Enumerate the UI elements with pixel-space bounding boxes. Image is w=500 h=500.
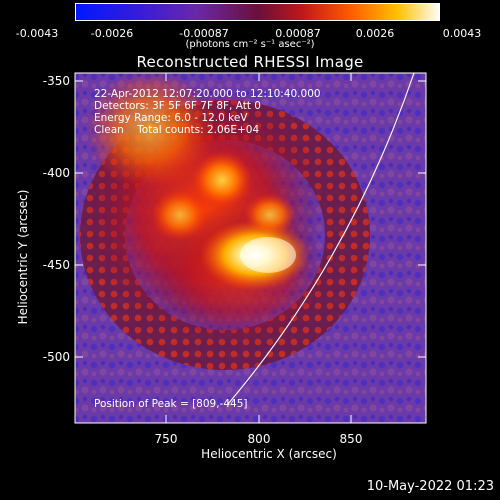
colorbar-tick: -0.0026: [90, 27, 134, 40]
x-axis-label: Heliocentric X (arcsec): [201, 447, 337, 461]
y-tick-label: -350: [42, 74, 70, 88]
colorbar: [75, 3, 440, 21]
y-axis-label: Heliocentric Y (arcsec): [16, 189, 30, 325]
annotation-clean: Clean Total counts: 2.06E+04: [94, 124, 260, 136]
colorbar-tick: 0.00087: [275, 27, 321, 40]
colorbar-tick: 0.0043: [442, 27, 482, 40]
footer-date: 10-May-2022 01:23: [366, 479, 494, 494]
annotation-time: 22-Apr-2012 12:07:20.000 to 12:10:40.000: [94, 88, 321, 100]
annotation-detectors: Detectors: 3F 5F 6F 7F 8F, Att 0: [94, 100, 261, 112]
x-axis-ticks: [165, 73, 352, 423]
colorbar-tick: -0.00087: [179, 27, 229, 40]
annotation-energy: Energy Range: 6.0 - 12.0 keV: [94, 112, 248, 124]
annotation-peak: Position of Peak = [809,-445]: [94, 398, 248, 410]
colorbar-units: (photons cm⁻² s⁻¹ asec⁻²): [185, 39, 315, 50]
chart-title: Reconstructed RHESSI Image: [136, 53, 364, 71]
colorbar-tick: 0.0026: [355, 27, 395, 40]
y-tick-label: -450: [42, 258, 70, 272]
y-tick-label: -400: [42, 166, 70, 180]
colorbar-tick: -0.0043: [15, 27, 59, 40]
y-tick-label: -500: [42, 350, 70, 364]
x-tick-label: 750: [154, 432, 178, 446]
x-tick-label: 800: [247, 432, 271, 446]
y-axis-ticks: [75, 80, 426, 358]
x-tick-label: 850: [339, 432, 363, 446]
